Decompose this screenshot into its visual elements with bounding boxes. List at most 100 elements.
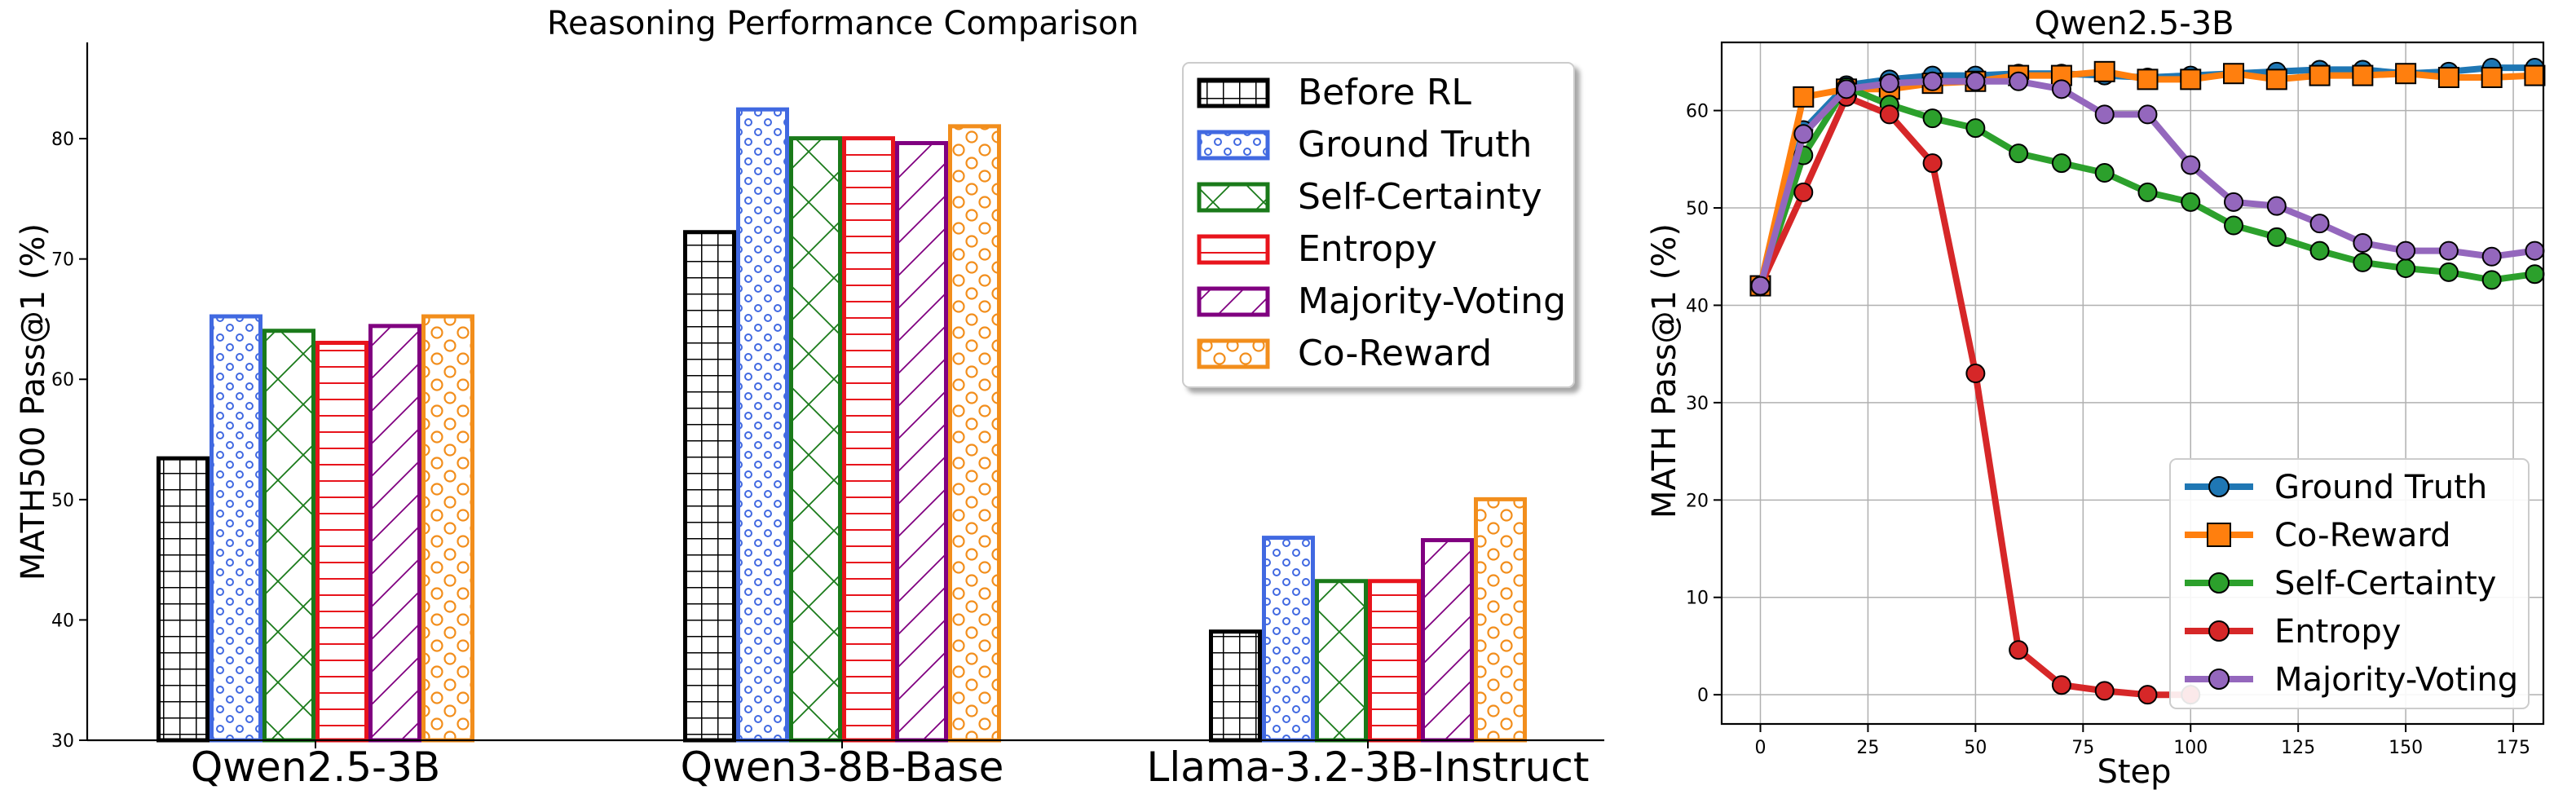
line-chart-axes	[1720, 41, 2545, 726]
point-self-certainty	[2438, 262, 2459, 282]
legend-marker-co-reward	[2207, 523, 2231, 547]
bar-fill	[262, 329, 315, 743]
bar-fill	[1474, 496, 1527, 743]
legend-label-ground-truth: Ground Truth	[1298, 124, 1532, 165]
point-majority-voting	[2094, 104, 2115, 125]
legend-label-co-reward: Co-Reward	[2274, 517, 2451, 554]
bar-majority-voting-llama-3-2-3b-instruct	[1421, 538, 1474, 743]
point-co-reward	[2481, 66, 2503, 88]
point-entropy	[2051, 675, 2071, 695]
line-x-tick-label: 125	[2281, 738, 2315, 758]
legend-swatch-self-certainty	[1197, 182, 1270, 213]
line-x-tick-label: 150	[2389, 738, 2423, 758]
point-majority-voting	[2051, 79, 2071, 99]
legend-swatch-ground-truth	[1197, 130, 1270, 161]
bar-y-tick-label: 30	[51, 731, 74, 752]
point-co-reward	[2524, 64, 2546, 86]
bar-co-reward-qwen3-8b-base	[948, 124, 1001, 743]
legend-entry-self-certainty: Self-Certainty	[2185, 565, 2496, 602]
legend-swatch-majority-voting	[1197, 286, 1270, 317]
point-majority-voting	[2438, 241, 2459, 261]
point-co-reward	[2395, 63, 2417, 85]
bar-fill	[315, 341, 368, 743]
legend-label-before-rl: Before RL	[1298, 72, 1471, 113]
line-y-tick-label: 40	[1686, 296, 1709, 316]
line-chart-y-axis-label: MATH Pass@1 (%)	[1646, 223, 1683, 519]
point-self-certainty	[2525, 264, 2545, 285]
bar-chart-x-ticks: Qwen2.5-3B Qwen3-8B-Base Llama-3.2-3B-Inst…	[191, 740, 1590, 791]
legend-marker-ground-truth	[2208, 476, 2230, 497]
point-co-reward	[2352, 64, 2374, 86]
bar-chart-legend: Before RL Ground Truth Self-Certainty Entro…	[1182, 62, 1575, 388]
bar-fill	[368, 324, 421, 743]
legend-swatch-co-reward	[1197, 338, 1270, 369]
point-majority-voting	[2224, 192, 2244, 212]
point-entropy	[1879, 104, 1899, 125]
bar-x-tick-label: Qwen2.5-3B	[191, 744, 440, 791]
point-self-certainty	[2094, 163, 2115, 183]
bar-entropy-llama-3-2-3b-instruct	[1368, 579, 1421, 743]
point-majority-voting	[2266, 196, 2287, 216]
line-chart-legend: Ground Truth Co-Reward Self-Certainty Entro…	[2169, 458, 2530, 709]
point-entropy	[1793, 182, 1814, 202]
bar-chart-y-ticks: 30 40 50 60 70 80	[51, 130, 87, 752]
bar-fill	[948, 124, 1001, 743]
bar-fill	[789, 136, 842, 743]
point-co-reward	[2180, 68, 2202, 90]
bar-majority-voting-qwen3-8b-base	[895, 141, 948, 743]
line-x-tick-label: 75	[2071, 738, 2094, 758]
bar-ground-truth-qwen3-8b-base	[736, 107, 789, 743]
point-self-certainty	[2353, 252, 2373, 272]
bar-fill	[683, 230, 736, 743]
bar-x-tick-label: Llama-3.2-3B-Instruct	[1147, 744, 1590, 791]
point-co-reward	[2093, 60, 2115, 82]
bar-y-tick-label: 70	[51, 250, 74, 271]
legend-marker-majority-voting	[2208, 669, 2230, 690]
line-legend-box	[2169, 458, 2530, 709]
bar-legend-box	[1182, 62, 1575, 388]
point-majority-voting	[1879, 73, 1899, 94]
point-self-certainty	[2181, 192, 2201, 212]
line-y-tick-label: 20	[1686, 491, 1709, 511]
line-x-tick-label: 25	[1856, 738, 1879, 758]
line-chart: Qwen2.5-3B MATH Pass@1 (%) Step 0 25 50 75 1…	[1646, 5, 2546, 791]
line-series-majority-voting	[1750, 71, 2545, 296]
point-self-certainty	[2309, 241, 2330, 261]
point-co-reward	[2137, 68, 2159, 90]
bar-entropy-qwen3-8b-base	[842, 136, 895, 743]
bar-self-certainty-llama-3-2-3b-instruct	[1315, 579, 1368, 743]
line-chart-series	[1749, 58, 2546, 705]
line-y-tick-label: 60	[1686, 102, 1709, 122]
bar-y-tick-label: 60	[51, 370, 74, 391]
point-majority-voting	[2396, 241, 2416, 261]
bar-co-reward-llama-3-2-3b-instruct	[1474, 496, 1527, 743]
line-axes-frame	[1720, 41, 2545, 726]
point-majority-voting	[2181, 155, 2201, 175]
point-majority-voting	[2353, 233, 2373, 254]
legend-label-co-reward: Co-Reward	[1298, 333, 1492, 374]
point-entropy	[2094, 681, 2115, 701]
point-self-certainty	[2481, 270, 2502, 290]
point-co-reward	[2437, 66, 2459, 88]
line-x-tick-label: 50	[1964, 738, 1987, 758]
bar-fill	[736, 107, 789, 743]
legend-entry-entropy: Entropy	[2185, 613, 2401, 651]
legend-marker-entropy	[2208, 620, 2230, 642]
point-co-reward	[2309, 64, 2331, 86]
point-majority-voting	[1793, 124, 1814, 144]
point-self-certainty	[2051, 153, 2071, 174]
line-x-tick-label: 175	[2496, 738, 2530, 758]
bar-before-rl-qwen3-8b-base	[683, 230, 736, 743]
legend-swatch-entropy	[1197, 234, 1270, 265]
point-self-certainty	[2396, 258, 2416, 279]
bar-y-tick-label: 80	[51, 130, 74, 150]
line-chart-title: Qwen2.5-3B	[2034, 5, 2234, 42]
bar-chart-axes	[86, 42, 1604, 742]
bar-before-rl-llama-3-2-3b-instruct	[1209, 629, 1262, 743]
line-chart-ticks: 0 25 50 75 100 125 150 175 0 10 20 30 40 50 60	[1686, 102, 2530, 758]
point-entropy	[2009, 640, 2029, 660]
point-majority-voting	[1965, 71, 1986, 91]
point-majority-voting	[2525, 241, 2545, 261]
point-co-reward	[2223, 63, 2245, 85]
line-x-tick-label: 100	[2173, 738, 2208, 758]
